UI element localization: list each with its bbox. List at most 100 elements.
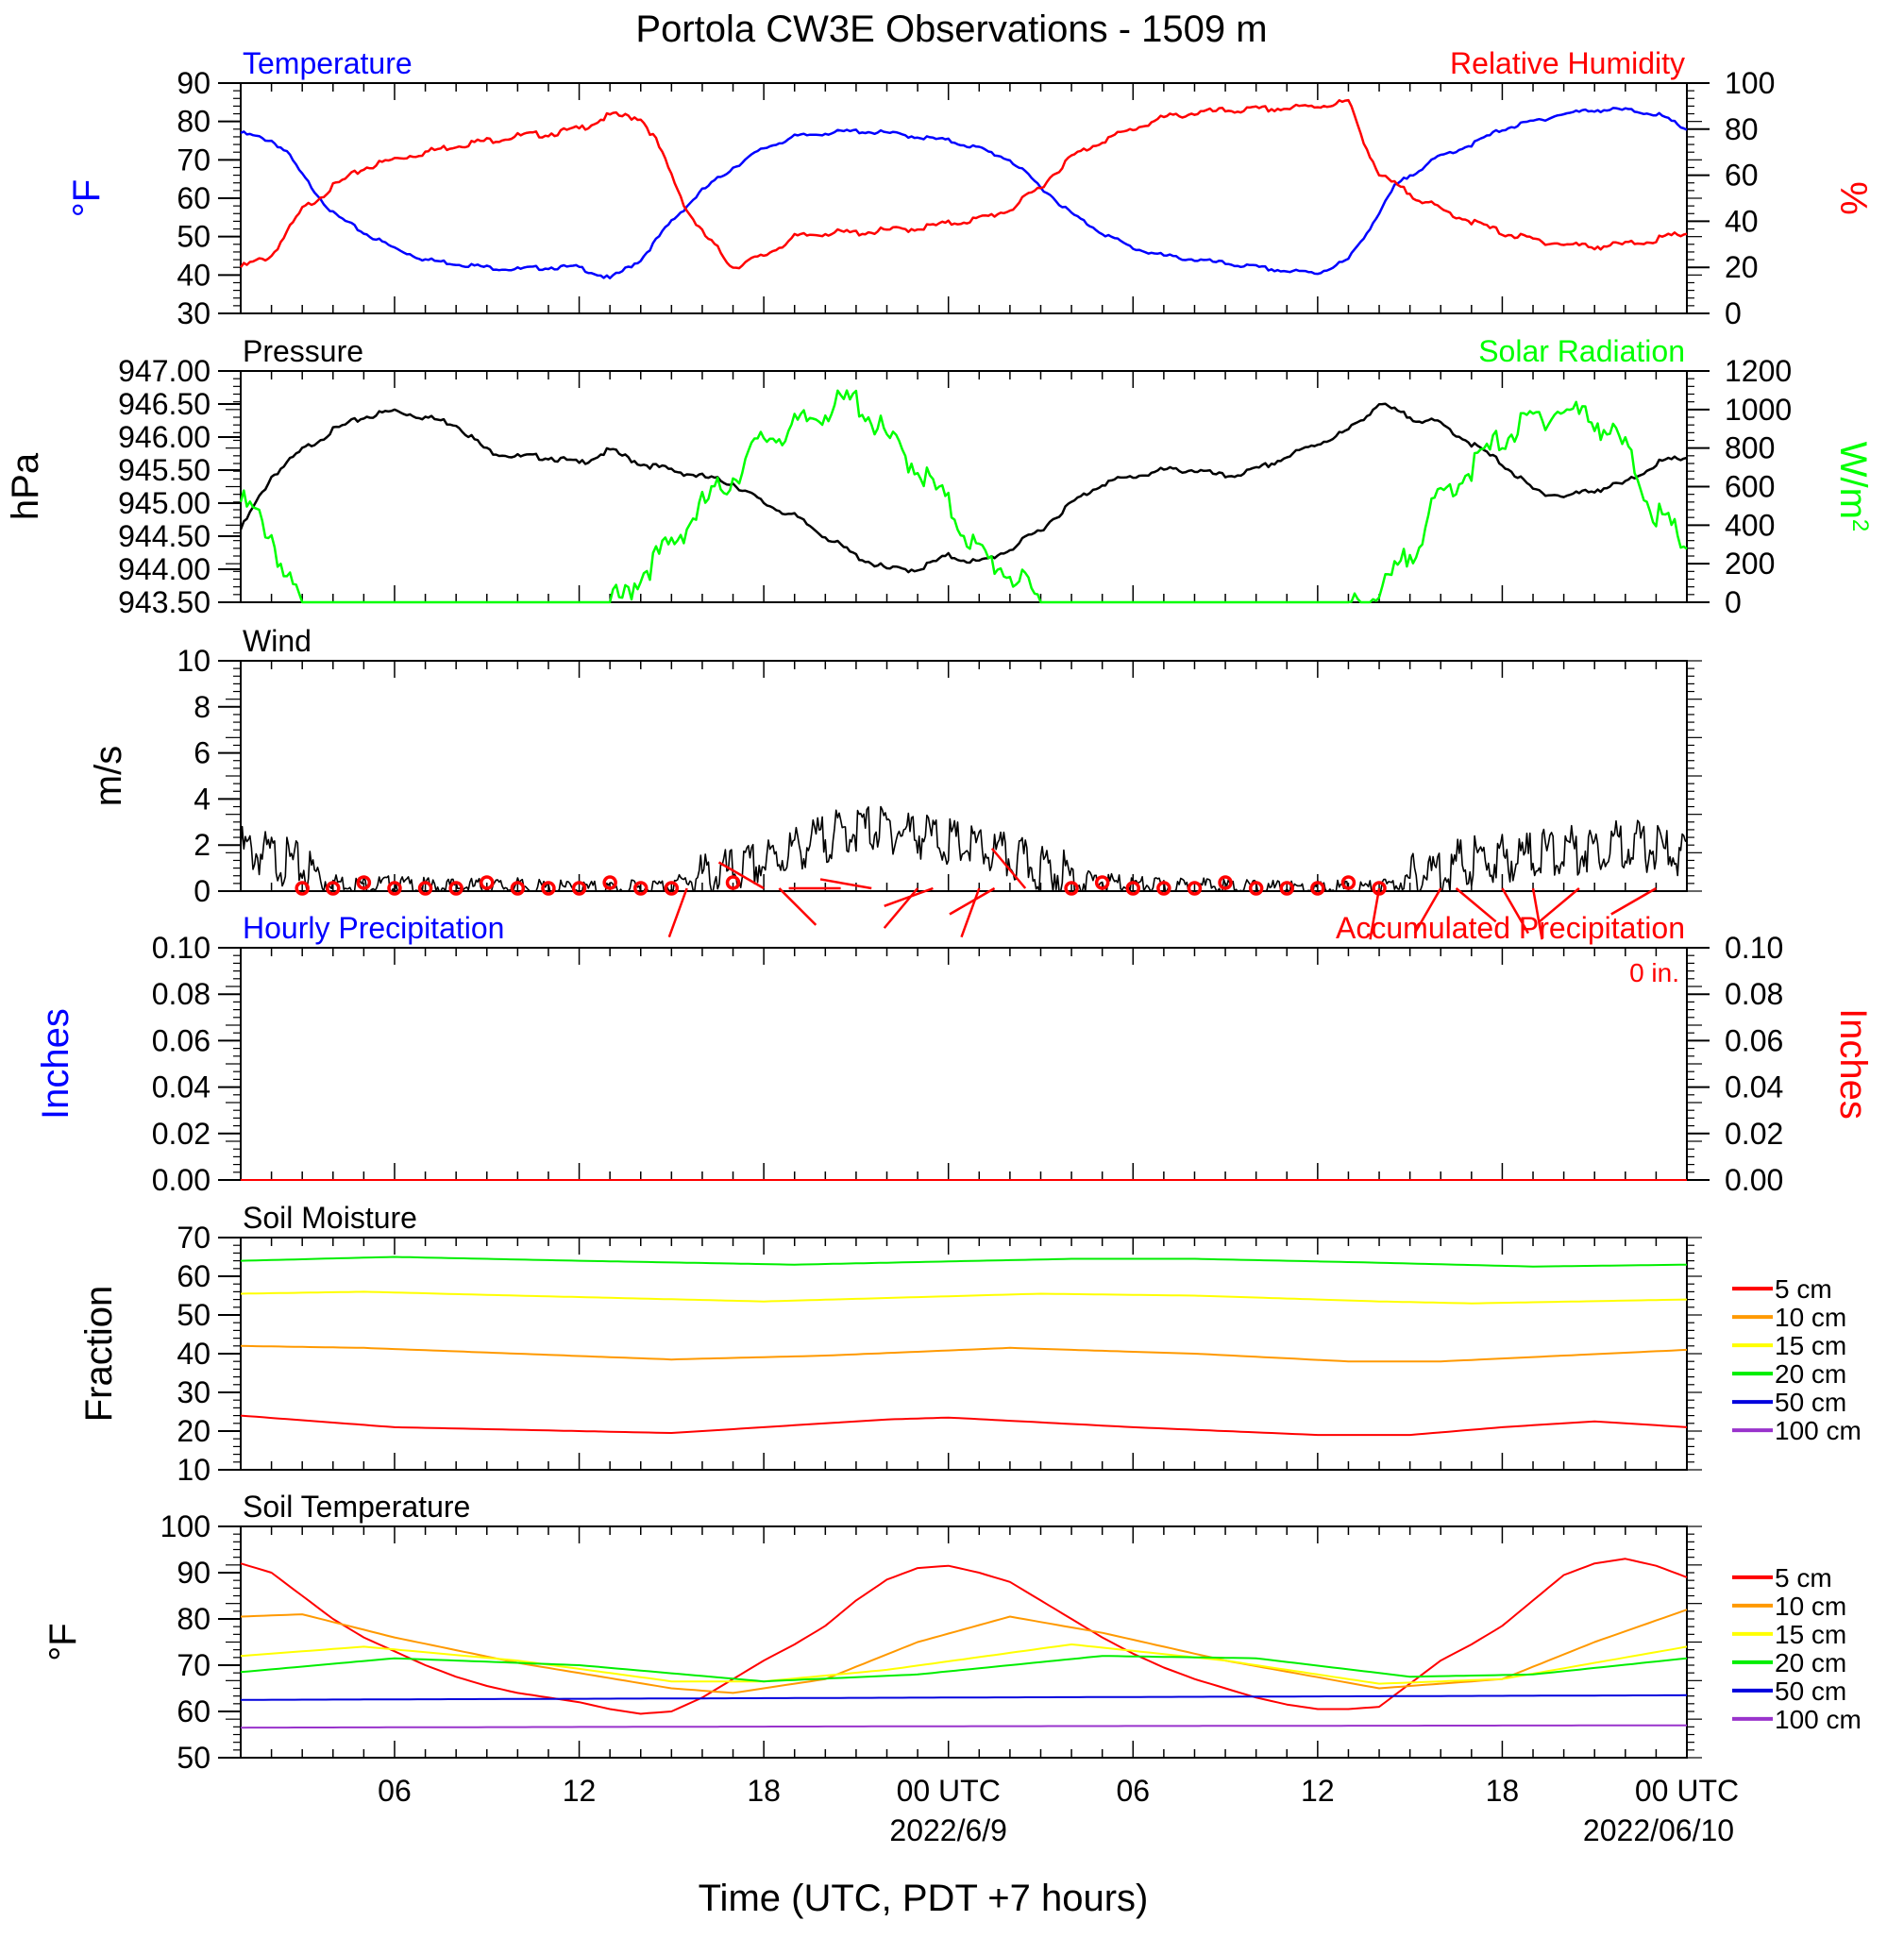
wind-speed-line bbox=[240, 805, 1688, 892]
soil-moisture-tick-label: 30 bbox=[177, 1375, 211, 1409]
pressure-tick-label: 944.00 bbox=[118, 552, 211, 586]
wind-tick-label: 8 bbox=[194, 690, 211, 724]
wind-barb bbox=[1531, 887, 1543, 940]
rh-tick-label: 40 bbox=[1725, 204, 1759, 238]
accum-tick-label: 0.10 bbox=[1725, 931, 1783, 965]
calm-wind-marker bbox=[1094, 875, 1110, 890]
soil-moisture-tick-label: 20 bbox=[177, 1414, 211, 1448]
x-tick-label: 06 bbox=[378, 1774, 412, 1808]
soil-temp-tick-label: 100 bbox=[160, 1509, 211, 1543]
soil-temp-legend-label: 100 cm bbox=[1775, 1705, 1862, 1734]
solar-axis-title: W/m2 bbox=[1832, 442, 1874, 532]
calm-wind-marker bbox=[1248, 881, 1264, 896]
soil-temp-line bbox=[240, 1558, 1688, 1715]
x-axis-title: Time (UTC, PDT +7 hours) bbox=[699, 1878, 1149, 1919]
accum-tick-label: 0.08 bbox=[1725, 977, 1783, 1011]
x-tick-label: 12 bbox=[563, 1774, 597, 1808]
solar-tick-label: 400 bbox=[1725, 508, 1775, 542]
calm-wind-marker bbox=[326, 881, 341, 896]
calm-wind-marker bbox=[541, 881, 556, 896]
accum-precip-label: Accumulated Precipitation bbox=[1336, 911, 1685, 945]
soil-moisture-legend-label: 100 cm bbox=[1775, 1416, 1862, 1445]
calm-wind-marker bbox=[387, 881, 402, 896]
temp-tick-label: 60 bbox=[177, 181, 211, 215]
calm-wind-marker bbox=[664, 881, 680, 896]
soil-temp-legend-label: 10 cm bbox=[1775, 1592, 1846, 1621]
pressure-tick-label: 945.50 bbox=[118, 453, 211, 487]
solar-tick-label: 600 bbox=[1725, 470, 1775, 504]
solar-tick-label: 200 bbox=[1725, 547, 1775, 581]
calm-wind-marker bbox=[602, 875, 617, 890]
pressure-tick-label: 945.00 bbox=[118, 486, 211, 520]
calm-wind-marker bbox=[1279, 881, 1295, 896]
date-label: 2022/6/9 bbox=[889, 1813, 1007, 1847]
precip-tick-label: 0.08 bbox=[152, 977, 211, 1011]
pressure-tick-label: 944.50 bbox=[118, 519, 211, 553]
soil-moisture-line bbox=[240, 1414, 1688, 1437]
wind-barb bbox=[1369, 887, 1381, 940]
pressure-line bbox=[239, 402, 1688, 574]
precip-tick-label: 0.02 bbox=[152, 1117, 211, 1151]
soil-moisture-legend-label: 10 cm bbox=[1775, 1303, 1846, 1332]
soil-moisture-tick-label: 50 bbox=[177, 1298, 211, 1332]
temp-tick-label: 80 bbox=[177, 105, 211, 139]
temp-tick-label: 70 bbox=[177, 143, 211, 177]
humidity-line bbox=[239, 98, 1688, 270]
temp-axis-title: °F bbox=[66, 179, 108, 217]
calm-wind-marker bbox=[571, 881, 587, 896]
calm-wind-marker bbox=[1218, 875, 1233, 890]
soil-temp-tick-label: 70 bbox=[177, 1648, 211, 1682]
rh-tick-label: 100 bbox=[1725, 66, 1775, 100]
soil-moisture-line bbox=[240, 1290, 1688, 1305]
precip-tick-label: 0.04 bbox=[152, 1070, 211, 1104]
calm-wind-marker bbox=[1340, 875, 1356, 890]
precip-tick-label: 0.10 bbox=[152, 931, 211, 965]
rh-tick-label: 0 bbox=[1725, 296, 1742, 330]
calm-wind-marker bbox=[448, 881, 463, 896]
calm-wind-marker bbox=[1064, 881, 1079, 896]
accum-tick-label: 0.04 bbox=[1725, 1070, 1783, 1104]
humidity-label: Relative Humidity bbox=[1450, 46, 1685, 80]
hourly-precip-label: Hourly Precipitation bbox=[243, 911, 504, 945]
soil-moisture-tick-label: 70 bbox=[177, 1221, 211, 1255]
wind-tick-label: 4 bbox=[194, 782, 211, 816]
temp-tick-label: 40 bbox=[177, 258, 211, 292]
precip-tick-label: 0.06 bbox=[152, 1023, 211, 1057]
wind-barb bbox=[717, 861, 765, 890]
wind-barb bbox=[1455, 887, 1497, 923]
wind-tick-label: 6 bbox=[194, 736, 211, 770]
soil-moisture-legend-label: 15 cm bbox=[1775, 1331, 1846, 1360]
calm-wind-marker bbox=[356, 875, 372, 890]
figure-title: Portola CW3E Observations - 1509 m bbox=[635, 8, 1267, 50]
solar-line bbox=[239, 389, 1688, 604]
accum-tick-label: 0.02 bbox=[1725, 1117, 1783, 1151]
soil-moisture-legend-label: 20 cm bbox=[1775, 1359, 1846, 1389]
solar-tick-label: 1000 bbox=[1725, 393, 1792, 427]
wind-barb bbox=[960, 887, 981, 938]
soil-temp-legend-label: 50 cm bbox=[1775, 1677, 1846, 1706]
x-tick-label: 06 bbox=[1116, 1774, 1150, 1808]
pressure-tick-label: 943.50 bbox=[118, 585, 211, 619]
wind-axis-title: m/s bbox=[88, 746, 129, 806]
x-tick-label: 00 UTC bbox=[1635, 1774, 1739, 1808]
soil-moisture-tick-label: 60 bbox=[177, 1259, 211, 1293]
accum-total-label: 0 in. bbox=[1629, 958, 1679, 987]
soil-moisture-axis-title: Fraction bbox=[78, 1286, 120, 1423]
wind-barb bbox=[667, 887, 688, 938]
x-tick-label: 00 UTC bbox=[897, 1774, 1001, 1808]
wind-tick-label: 0 bbox=[194, 874, 211, 908]
soil-temp-tick-label: 80 bbox=[177, 1602, 211, 1636]
temp-tick-label: 90 bbox=[177, 66, 211, 100]
wind-barb bbox=[949, 886, 996, 916]
wind-barb bbox=[1610, 886, 1658, 916]
x-tick-label: 12 bbox=[1301, 1774, 1335, 1808]
temperature-line bbox=[240, 107, 1688, 279]
calm-wind-marker bbox=[480, 875, 495, 890]
rh-axis-title: % bbox=[1832, 181, 1874, 215]
soil-temp-line bbox=[240, 1643, 1688, 1685]
soil-temp-tick-label: 60 bbox=[177, 1694, 211, 1728]
solar-tick-label: 1200 bbox=[1725, 354, 1792, 388]
wind-tick-label: 10 bbox=[177, 644, 211, 678]
wind-barb bbox=[778, 887, 817, 926]
soil-temp-axis-title: °F bbox=[42, 1623, 84, 1660]
